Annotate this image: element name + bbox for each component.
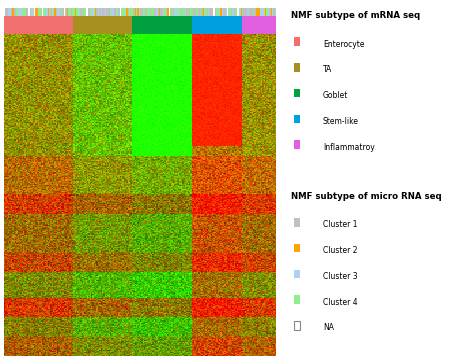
FancyBboxPatch shape xyxy=(294,140,299,149)
Text: Cluster 2: Cluster 2 xyxy=(323,246,357,255)
FancyBboxPatch shape xyxy=(294,37,299,46)
Text: NA: NA xyxy=(323,323,334,333)
Text: Cluster 4: Cluster 4 xyxy=(323,297,357,307)
Text: Stem-like: Stem-like xyxy=(323,117,359,126)
Text: Inflammatroy: Inflammatroy xyxy=(323,142,374,152)
Text: NMF subtype of mRNA seq: NMF subtype of mRNA seq xyxy=(291,11,420,20)
FancyBboxPatch shape xyxy=(294,321,299,330)
FancyBboxPatch shape xyxy=(294,295,299,304)
Text: Cluster 1: Cluster 1 xyxy=(323,220,357,229)
FancyBboxPatch shape xyxy=(294,115,299,123)
FancyBboxPatch shape xyxy=(294,218,299,227)
Text: TA: TA xyxy=(323,65,332,74)
Text: Cluster 3: Cluster 3 xyxy=(323,272,357,281)
Text: Enterocyte: Enterocyte xyxy=(323,39,365,49)
Text: NMF subtype of micro RNA seq: NMF subtype of micro RNA seq xyxy=(291,192,441,200)
Text: Goblet: Goblet xyxy=(323,91,348,100)
FancyBboxPatch shape xyxy=(294,244,299,252)
FancyBboxPatch shape xyxy=(294,63,299,72)
FancyBboxPatch shape xyxy=(294,270,299,278)
FancyBboxPatch shape xyxy=(294,89,299,97)
